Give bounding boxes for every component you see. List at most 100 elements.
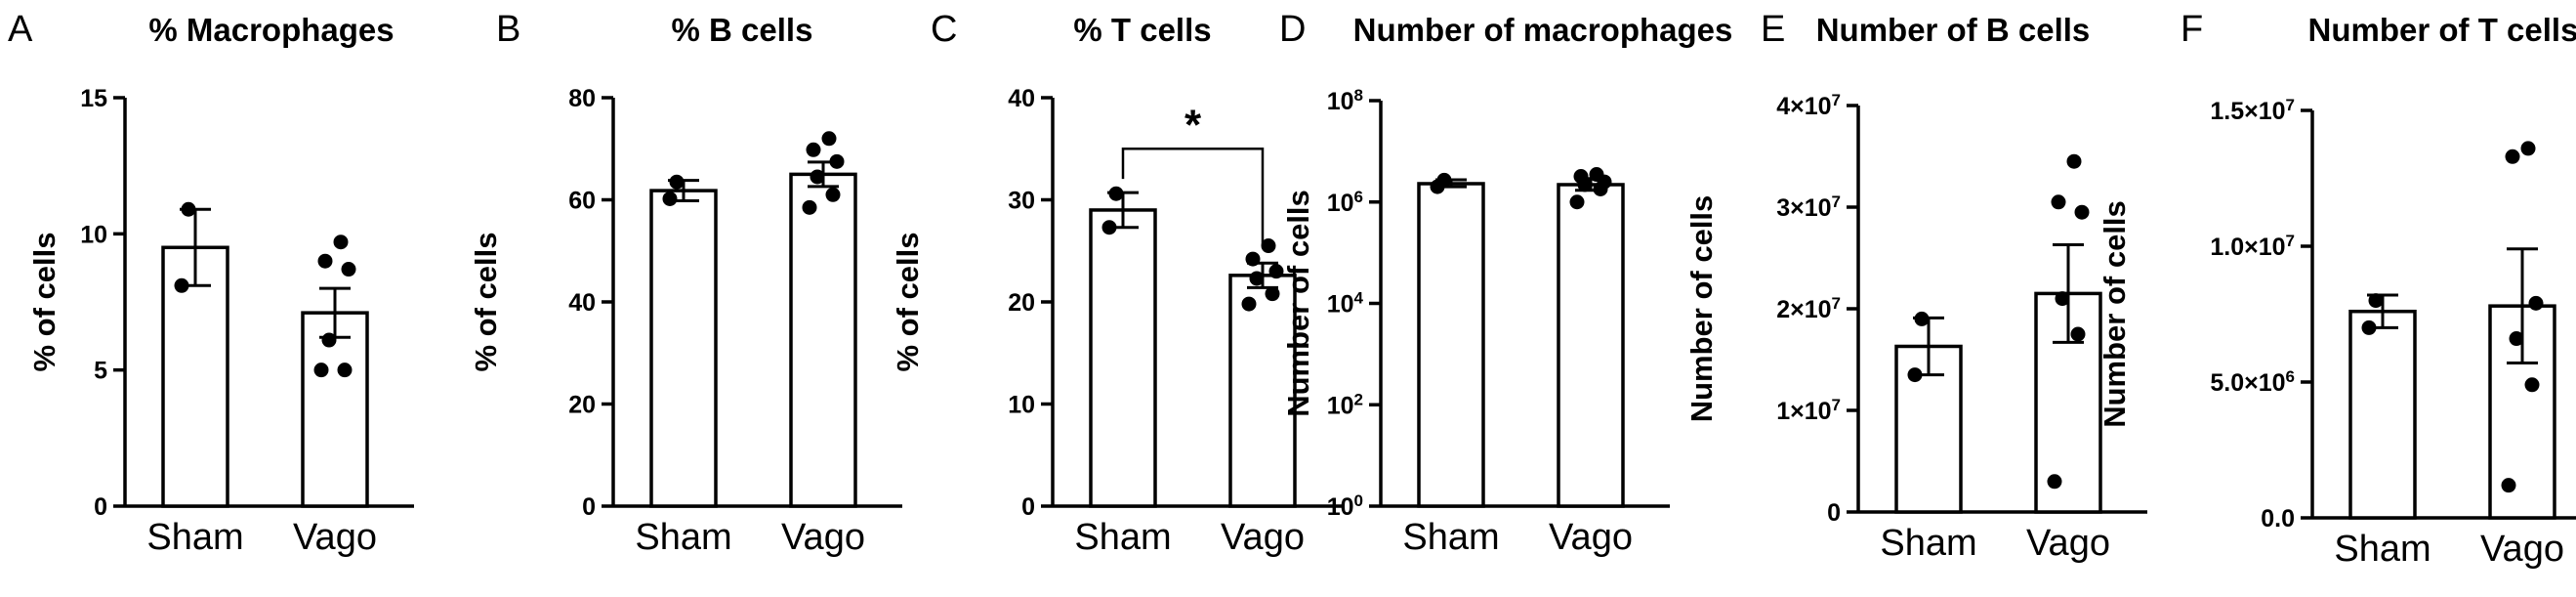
data-point xyxy=(2505,149,2520,164)
panel-letter: C xyxy=(931,9,957,50)
data-point xyxy=(1577,177,1593,192)
data-point xyxy=(181,201,196,217)
y-tick-label-exponent: 7 xyxy=(1832,192,1841,211)
bar-group-sham: Sham xyxy=(1402,172,1500,558)
data-point xyxy=(2501,478,2516,493)
x-category-label: Vago xyxy=(293,517,377,558)
bar xyxy=(301,311,369,508)
bar-group-vago: Vago xyxy=(1549,167,1633,558)
bar-group-vago: Vago xyxy=(2480,141,2564,570)
data-point xyxy=(1268,264,1284,279)
data-point xyxy=(1241,296,1257,312)
significance-bracket xyxy=(1121,148,1265,246)
data-point xyxy=(2047,474,2062,490)
bar xyxy=(1417,182,1485,508)
y-tick-label: 5 xyxy=(94,358,107,385)
panel-a: A % Macrophages 0 5 10 15 % of cells Sham Vago xyxy=(8,9,414,558)
data-point xyxy=(1907,367,1923,383)
x-category-label: Vago xyxy=(781,517,865,558)
x-category-label: Sham xyxy=(2334,529,2431,570)
x-category-label: Vago xyxy=(1549,517,1633,558)
y-tick-label-base: 10 xyxy=(1327,190,1354,217)
chart-title: % B cells xyxy=(672,12,813,48)
y-tick-label-base: 40 xyxy=(1008,85,1035,112)
y-tick-label-base: 1.5×10 xyxy=(2210,98,2285,125)
data-point xyxy=(829,153,845,169)
x-category-label: Sham xyxy=(146,517,243,558)
data-point xyxy=(806,142,821,157)
y-tick-label: 20 xyxy=(1008,289,1035,317)
x-category-label: Vago xyxy=(1221,517,1305,558)
y-tick-label-base: 60 xyxy=(568,188,596,215)
y-tick-label: 30 xyxy=(1008,188,1035,215)
x-category-label: Vago xyxy=(2026,523,2110,564)
y-tick-label-exponent: 2 xyxy=(1354,390,1363,408)
data-point xyxy=(2361,320,2377,335)
data-point xyxy=(821,131,837,147)
y-tick-label-base: 15 xyxy=(80,85,107,112)
data-point xyxy=(1430,179,1445,194)
bar xyxy=(649,189,718,508)
y-tick-label: 1.0×107 xyxy=(2210,232,2295,262)
y-tick-label-exponent: 6 xyxy=(2286,367,2295,386)
y-tick-label-exponent: 4 xyxy=(1354,288,1364,307)
y-tick-label: 106 xyxy=(1327,187,1363,217)
panel-letter: F xyxy=(2181,9,2203,50)
y-tick-label: 0 xyxy=(94,493,107,521)
y-tick-label: 0 xyxy=(582,493,596,521)
data-point xyxy=(1569,194,1585,210)
bar xyxy=(2348,309,2417,520)
panel-letter: D xyxy=(1279,9,1306,50)
data-point xyxy=(1914,311,1930,326)
y-tick-label: 108 xyxy=(1327,86,1363,116)
x-category-label: Sham xyxy=(1402,517,1499,558)
data-point xyxy=(2055,291,2070,307)
y-tick-label-base: 5.0×10 xyxy=(2210,369,2285,397)
data-point xyxy=(662,191,678,206)
data-point xyxy=(802,199,817,215)
y-tick-label-base: 0 xyxy=(582,493,596,521)
bar xyxy=(789,172,857,508)
y-axis-label: Number of cells xyxy=(2098,200,2132,428)
panel-c: C % T cells 0 10 20 30 40 % of cells Sham Vago * xyxy=(891,9,1342,558)
panel-f: F Number of T cells0.05.0×1061.0×1071.5×1… xyxy=(2098,9,2576,570)
data-point xyxy=(2066,153,2082,169)
chart-title: % T cells xyxy=(1073,12,1211,48)
y-tick-label-base: 30 xyxy=(1008,188,1035,215)
y-tick-label-base: 4×10 xyxy=(1776,93,1831,120)
y-tick-label-base: 1×10 xyxy=(1776,398,1831,425)
y-tick-label-exponent: 7 xyxy=(1832,396,1841,414)
y-axis-label: % of cells xyxy=(27,233,62,372)
y-tick-label: 10 xyxy=(80,221,107,248)
y-tick-label-base: 80 xyxy=(568,85,596,112)
y-axis-label: Number of cells xyxy=(1281,190,1315,417)
panel-d: D Number of macrophages100102104106108Num… xyxy=(1279,9,1732,558)
y-tick-label-exponent: 8 xyxy=(1354,86,1363,105)
data-point xyxy=(1249,271,1265,286)
data-point xyxy=(333,235,349,250)
panel-b: B % B cells 0 20 40 60 80 % of cells Sham Vago xyxy=(469,9,902,558)
y-tick-label-base: 2×10 xyxy=(1776,296,1831,323)
bar-group-vago: Vago xyxy=(293,235,377,558)
y-tick-label: 1×107 xyxy=(1776,396,1841,426)
y-tick-label: 104 xyxy=(1327,288,1364,319)
y-tick-label: 80 xyxy=(568,85,596,112)
bar-group-sham: Sham xyxy=(2334,293,2431,570)
y-tick-label-base: 10 xyxy=(1327,88,1354,115)
y-tick-label: 3×107 xyxy=(1776,192,1841,223)
y-tick-label: 4×107 xyxy=(1776,91,1841,121)
y-tick-label-base: 0 xyxy=(94,493,107,521)
data-point xyxy=(174,277,189,293)
data-point xyxy=(2051,194,2066,210)
y-tick-label-base: 0 xyxy=(1827,499,1841,527)
y-tick-label-base: 10 xyxy=(1327,493,1354,521)
y-tick-label-base: 3×10 xyxy=(1776,194,1831,222)
bar-group-vago: Vago xyxy=(781,131,865,558)
y-tick-label: 60 xyxy=(568,188,596,215)
data-point xyxy=(2520,141,2536,156)
y-tick-label-exponent: 7 xyxy=(1832,294,1841,313)
y-tick-label: 0 xyxy=(1827,499,1841,527)
bar-group-sham: Sham xyxy=(635,174,732,558)
bar-group-sham: Sham xyxy=(1880,311,1977,564)
y-tick-label: 100 xyxy=(1327,491,1363,522)
